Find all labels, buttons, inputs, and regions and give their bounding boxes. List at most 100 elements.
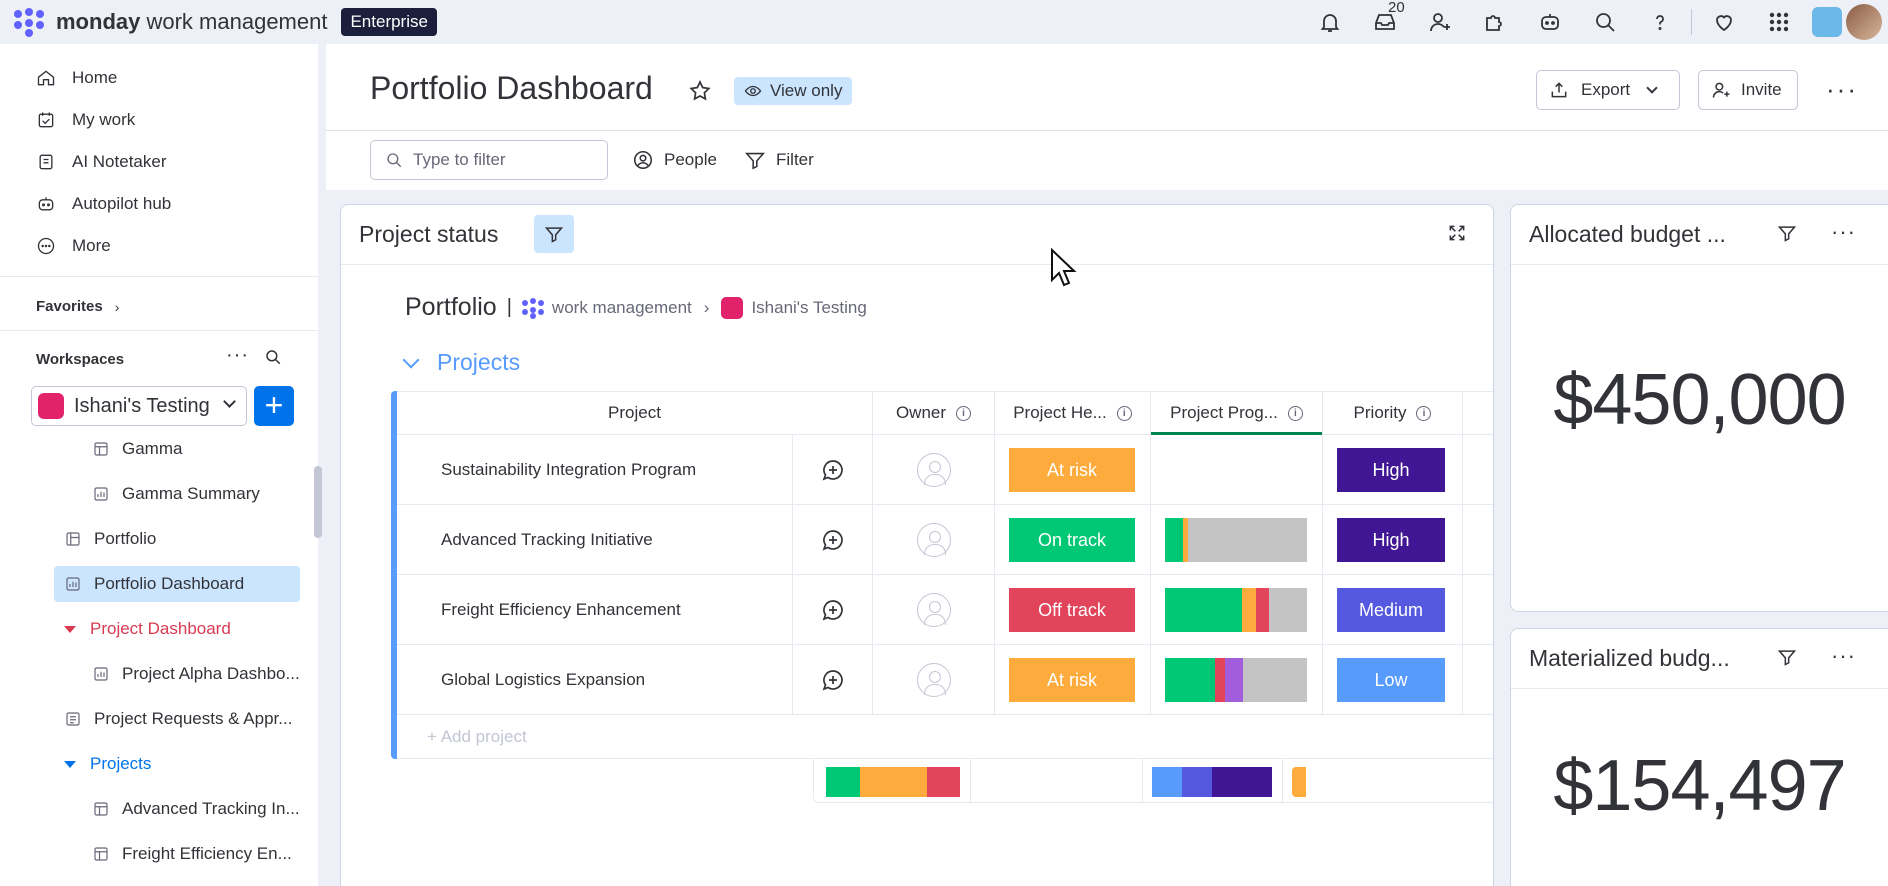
export-button[interactable]: Export xyxy=(1536,70,1680,110)
health-summary-bar[interactable] xyxy=(826,767,960,797)
item-updates-button[interactable] xyxy=(793,505,873,574)
widget-filter-button[interactable] xyxy=(1777,647,1797,672)
owner-cell[interactable] xyxy=(873,645,995,714)
tree-item-portfolio[interactable]: Portfolio xyxy=(64,521,298,557)
favorites-toggle[interactable]: Favorites › xyxy=(36,298,119,315)
progress-cell[interactable] xyxy=(1151,505,1323,574)
favorite-star-button[interactable] xyxy=(688,79,712,108)
priority-cell[interactable]: High xyxy=(1323,435,1463,504)
sidebar-item-more[interactable]: More xyxy=(36,228,111,264)
project-name-cell[interactable]: Freight Efficiency Enhancement xyxy=(397,575,793,644)
breadcrumb-workspace[interactable]: Ishani's Testing xyxy=(751,297,867,317)
column-header-project-health[interactable]: Project He... i xyxy=(995,392,1151,434)
sidebar-item-my-work[interactable]: My work xyxy=(36,102,135,138)
add-item-button[interactable]: + xyxy=(254,386,294,426)
tree-item-gamma[interactable]: Gamma xyxy=(92,431,298,467)
owner-cell[interactable] xyxy=(873,435,995,504)
monday-logo[interactable]: monday work management Enterprise xyxy=(12,8,437,37)
apps-icon xyxy=(1485,15,1502,31)
sidebar-scrollbar[interactable] xyxy=(314,466,322,538)
fullscreen-button[interactable] xyxy=(1447,223,1467,248)
dashboard-icon xyxy=(94,667,108,681)
sidebar-item-ai-notetaker[interactable]: AI Notetaker xyxy=(36,144,167,180)
owner-cell[interactable] xyxy=(873,575,995,644)
sidebar-item-autopilot-hub[interactable]: Autopilot hub xyxy=(36,186,171,222)
column-header-owner[interactable]: Owner i xyxy=(873,392,995,434)
health-cell[interactable]: Off track xyxy=(995,575,1151,644)
widget-title: Allocated budget ... xyxy=(1529,221,1726,247)
view-only-badge[interactable]: View only xyxy=(734,77,853,105)
tree-item-projects[interactable]: Projects xyxy=(60,746,300,782)
tree-item-gamma-summary[interactable]: Gamma Summary xyxy=(92,476,298,512)
breadcrumb-title[interactable]: Portfolio xyxy=(405,293,497,321)
people-filter-button[interactable]: People xyxy=(632,140,717,180)
account-logo[interactable] xyxy=(1812,7,1842,37)
health-cell[interactable]: On track xyxy=(995,505,1151,574)
widget-menu-button[interactable]: ··· xyxy=(1831,643,1856,668)
progress-segment xyxy=(1243,658,1307,702)
workspace-selector[interactable]: Ishani's Testing xyxy=(31,386,247,426)
progress-cell[interactable] xyxy=(1151,645,1323,714)
search-icon xyxy=(387,153,402,168)
add-project-row[interactable]: + Add project xyxy=(397,715,1493,759)
status-label: On track xyxy=(1009,518,1135,562)
info-icon[interactable]: i xyxy=(1116,405,1132,421)
whats-new-button[interactable] xyxy=(1696,0,1751,44)
column-header-project-progress[interactable]: Project Prog... i xyxy=(1151,392,1323,435)
widget-menu-button[interactable]: ··· xyxy=(1831,219,1856,244)
tree-item-project-requests[interactable]: Project Requests & Appr... xyxy=(64,701,304,737)
widget-filter-button[interactable] xyxy=(1777,223,1797,248)
project-name-cell[interactable]: Sustainability Integration Program xyxy=(397,435,793,504)
item-updates-button[interactable] xyxy=(793,435,873,504)
sidebar-item-home[interactable]: Home xyxy=(36,60,117,96)
notifications-button[interactable] xyxy=(1302,0,1357,44)
progress-cell[interactable] xyxy=(1151,435,1323,504)
workspace-search-button[interactable] xyxy=(264,348,282,371)
owner-cell[interactable] xyxy=(873,505,995,574)
tree-item-advanced-tracking[interactable]: Advanced Tracking In... xyxy=(92,791,302,827)
apps-button[interactable] xyxy=(1467,0,1522,44)
user-avatar[interactable] xyxy=(1846,4,1882,40)
progress-segment xyxy=(926,767,960,797)
info-icon[interactable]: i xyxy=(1287,405,1303,421)
progress-segment xyxy=(1165,658,1215,702)
tree-item-project-dashboard[interactable]: Project Dashboard xyxy=(60,611,300,647)
progress-segment xyxy=(1268,588,1307,632)
group-title[interactable]: Projects xyxy=(402,349,520,376)
priority-summary-bar[interactable] xyxy=(1152,767,1272,797)
project-name-cell[interactable]: Advanced Tracking Initiative xyxy=(397,505,793,574)
health-cell[interactable]: At risk xyxy=(995,435,1151,504)
priority-cell[interactable]: Low xyxy=(1323,645,1463,714)
ai-assistant-button[interactable] xyxy=(1522,0,1577,44)
filter-search-input[interactable]: Type to filter xyxy=(370,140,608,180)
item-updates-button[interactable] xyxy=(793,645,873,714)
info-icon[interactable]: i xyxy=(956,405,972,421)
progress-cell[interactable] xyxy=(1151,575,1323,644)
tree-item-project-alpha-dashboard[interactable]: Project Alpha Dashbo... xyxy=(92,656,302,692)
item-updates-button[interactable] xyxy=(793,575,873,644)
info-icon[interactable]: i xyxy=(1416,405,1432,421)
tree-item-portfolio-dashboard[interactable]: Portfolio Dashboard xyxy=(54,566,300,602)
more-options-button[interactable]: ··· xyxy=(1826,74,1858,104)
column-header-priority[interactable]: Priority i xyxy=(1323,392,1463,434)
priority-cell[interactable]: High xyxy=(1323,505,1463,574)
tree-item-freight-efficiency[interactable]: Freight Efficiency En... xyxy=(92,836,302,872)
filter-button[interactable]: Filter xyxy=(744,140,814,180)
column-header-project[interactable]: Project xyxy=(397,392,873,434)
filter-icon xyxy=(1777,650,1797,666)
priority-cell[interactable]: Medium xyxy=(1323,575,1463,644)
breadcrumb-product[interactable]: work management xyxy=(551,297,692,317)
inbox-button[interactable]: 20 xyxy=(1357,0,1412,44)
workspace-options-icon[interactable]: ··· xyxy=(226,344,249,366)
project-name-cell[interactable]: Global Logistics Expansion xyxy=(397,645,793,714)
health-cell[interactable]: At risk xyxy=(995,645,1151,714)
tree-item-label: Advanced Tracking In... xyxy=(122,799,300,818)
help-button[interactable] xyxy=(1632,0,1687,44)
invite-members-button[interactable] xyxy=(1412,0,1467,44)
invite-button[interactable]: Invite xyxy=(1698,70,1798,110)
grid-menu-icon xyxy=(1769,12,1788,32)
search-button[interactable] xyxy=(1577,0,1632,44)
widget-filter-button[interactable] xyxy=(534,215,574,253)
star-icon xyxy=(689,80,711,101)
product-switcher-button[interactable] xyxy=(1751,0,1806,44)
